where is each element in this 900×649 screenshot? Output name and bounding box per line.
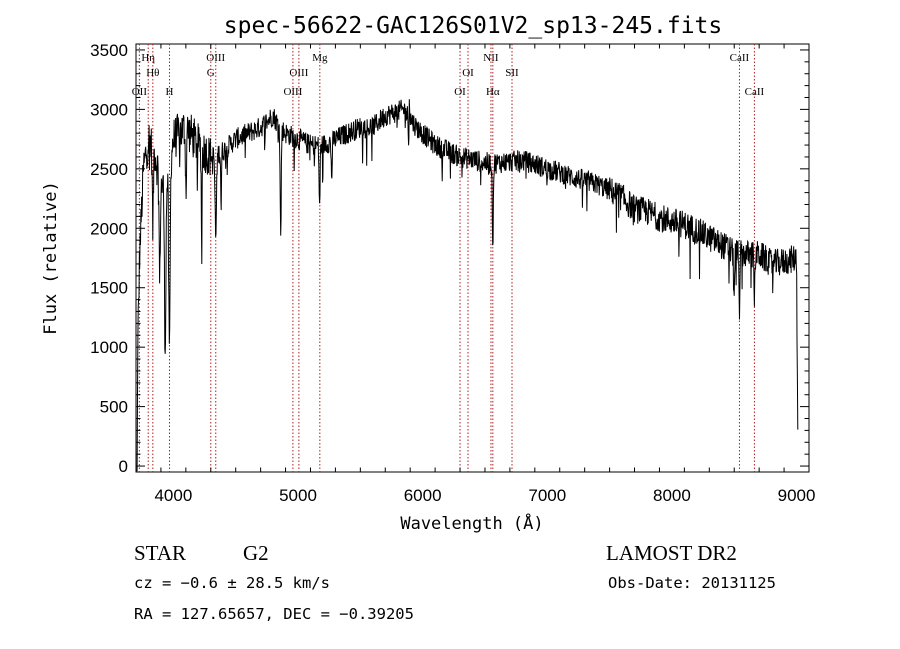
plot-frame bbox=[135, 43, 810, 473]
x-axis-label: Wavelength (Å) bbox=[400, 512, 543, 534]
obs-date: Obs-Date: 20131125 bbox=[608, 574, 776, 592]
line-marker-label-9: OI bbox=[454, 86, 466, 98]
x-tick-label-6000: 6000 bbox=[404, 486, 442, 505]
y-tick-label-3500: 3500 bbox=[90, 41, 128, 60]
y-tick-label-3000: 3000 bbox=[90, 100, 128, 119]
line-marker-label-6: OIII bbox=[283, 86, 302, 98]
line-marker-label-1: Hη bbox=[141, 52, 155, 64]
line-marker-label-11: NII bbox=[483, 52, 499, 64]
line-marker-label-8: Mg bbox=[312, 52, 328, 64]
x-tick-label-4000: 4000 bbox=[154, 486, 192, 505]
y-tick-label-500: 500 bbox=[100, 398, 128, 417]
survey-label: LAMOST DR2 bbox=[606, 541, 737, 565]
chart-title: spec-56622-GAC126S01V2_sp13-245.fits bbox=[224, 13, 723, 39]
line-marker-label-14: CaII bbox=[730, 52, 750, 64]
y-tick-label-0: 0 bbox=[119, 457, 128, 476]
y-axis-label: Flux (relative) bbox=[41, 181, 61, 335]
y-tick-label-2500: 2500 bbox=[90, 160, 128, 179]
x-tick-label-8000: 8000 bbox=[653, 486, 691, 505]
subclass-label: G2 bbox=[243, 541, 269, 565]
line-markers: OII Hη Hθ H G OIII OIII OIII Mg OI OI NII Hα SII CaII C… bbox=[132, 44, 765, 472]
y-tick-labels: 0 500 1000 1500 2000 2500 3000 3500 bbox=[90, 41, 128, 476]
y-tick-label-1500: 1500 bbox=[90, 279, 128, 298]
line-marker-label-0: OII bbox=[132, 86, 148, 98]
line-marker-label-7: OIII bbox=[289, 67, 308, 79]
radec-readout: RA = 127.65657, DEC = −0.39205 bbox=[134, 605, 414, 623]
x-tick-label-7000: 7000 bbox=[528, 486, 566, 505]
line-marker-label-12: Hα bbox=[486, 86, 500, 98]
line-marker-label-15: CaII bbox=[745, 86, 765, 98]
x-tick-label-5000: 5000 bbox=[279, 486, 317, 505]
y-tick-label-1000: 1000 bbox=[90, 338, 128, 357]
line-marker-label-3: H bbox=[166, 86, 174, 98]
axis-ticks bbox=[135, 44, 810, 472]
x-tick-labels: 4000 5000 6000 7000 8000 9000 bbox=[154, 486, 815, 505]
line-marker-label-13: SII bbox=[505, 67, 519, 79]
line-marker-label-4: G bbox=[207, 67, 215, 79]
class-label: STAR bbox=[134, 541, 186, 565]
x-tick-label-9000: 9000 bbox=[778, 486, 816, 505]
spectrum-series bbox=[136, 99, 799, 472]
plot-area: OII Hη Hθ H G OIII OIII OIII Mg OI OI NII Hα SII CaII C… bbox=[132, 43, 810, 473]
y-tick-label-2000: 2000 bbox=[90, 219, 128, 238]
line-marker-label-5: OIII bbox=[206, 52, 225, 64]
info-panel: STAR G2 LAMOST DR2 cz = −0.6 ± 28.5 km/s… bbox=[134, 541, 776, 623]
cz-readout: cz = −0.6 ± 28.5 km/s bbox=[134, 574, 330, 592]
line-marker-label-2: Hθ bbox=[146, 67, 159, 79]
line-marker-label-10: OI bbox=[462, 67, 474, 79]
